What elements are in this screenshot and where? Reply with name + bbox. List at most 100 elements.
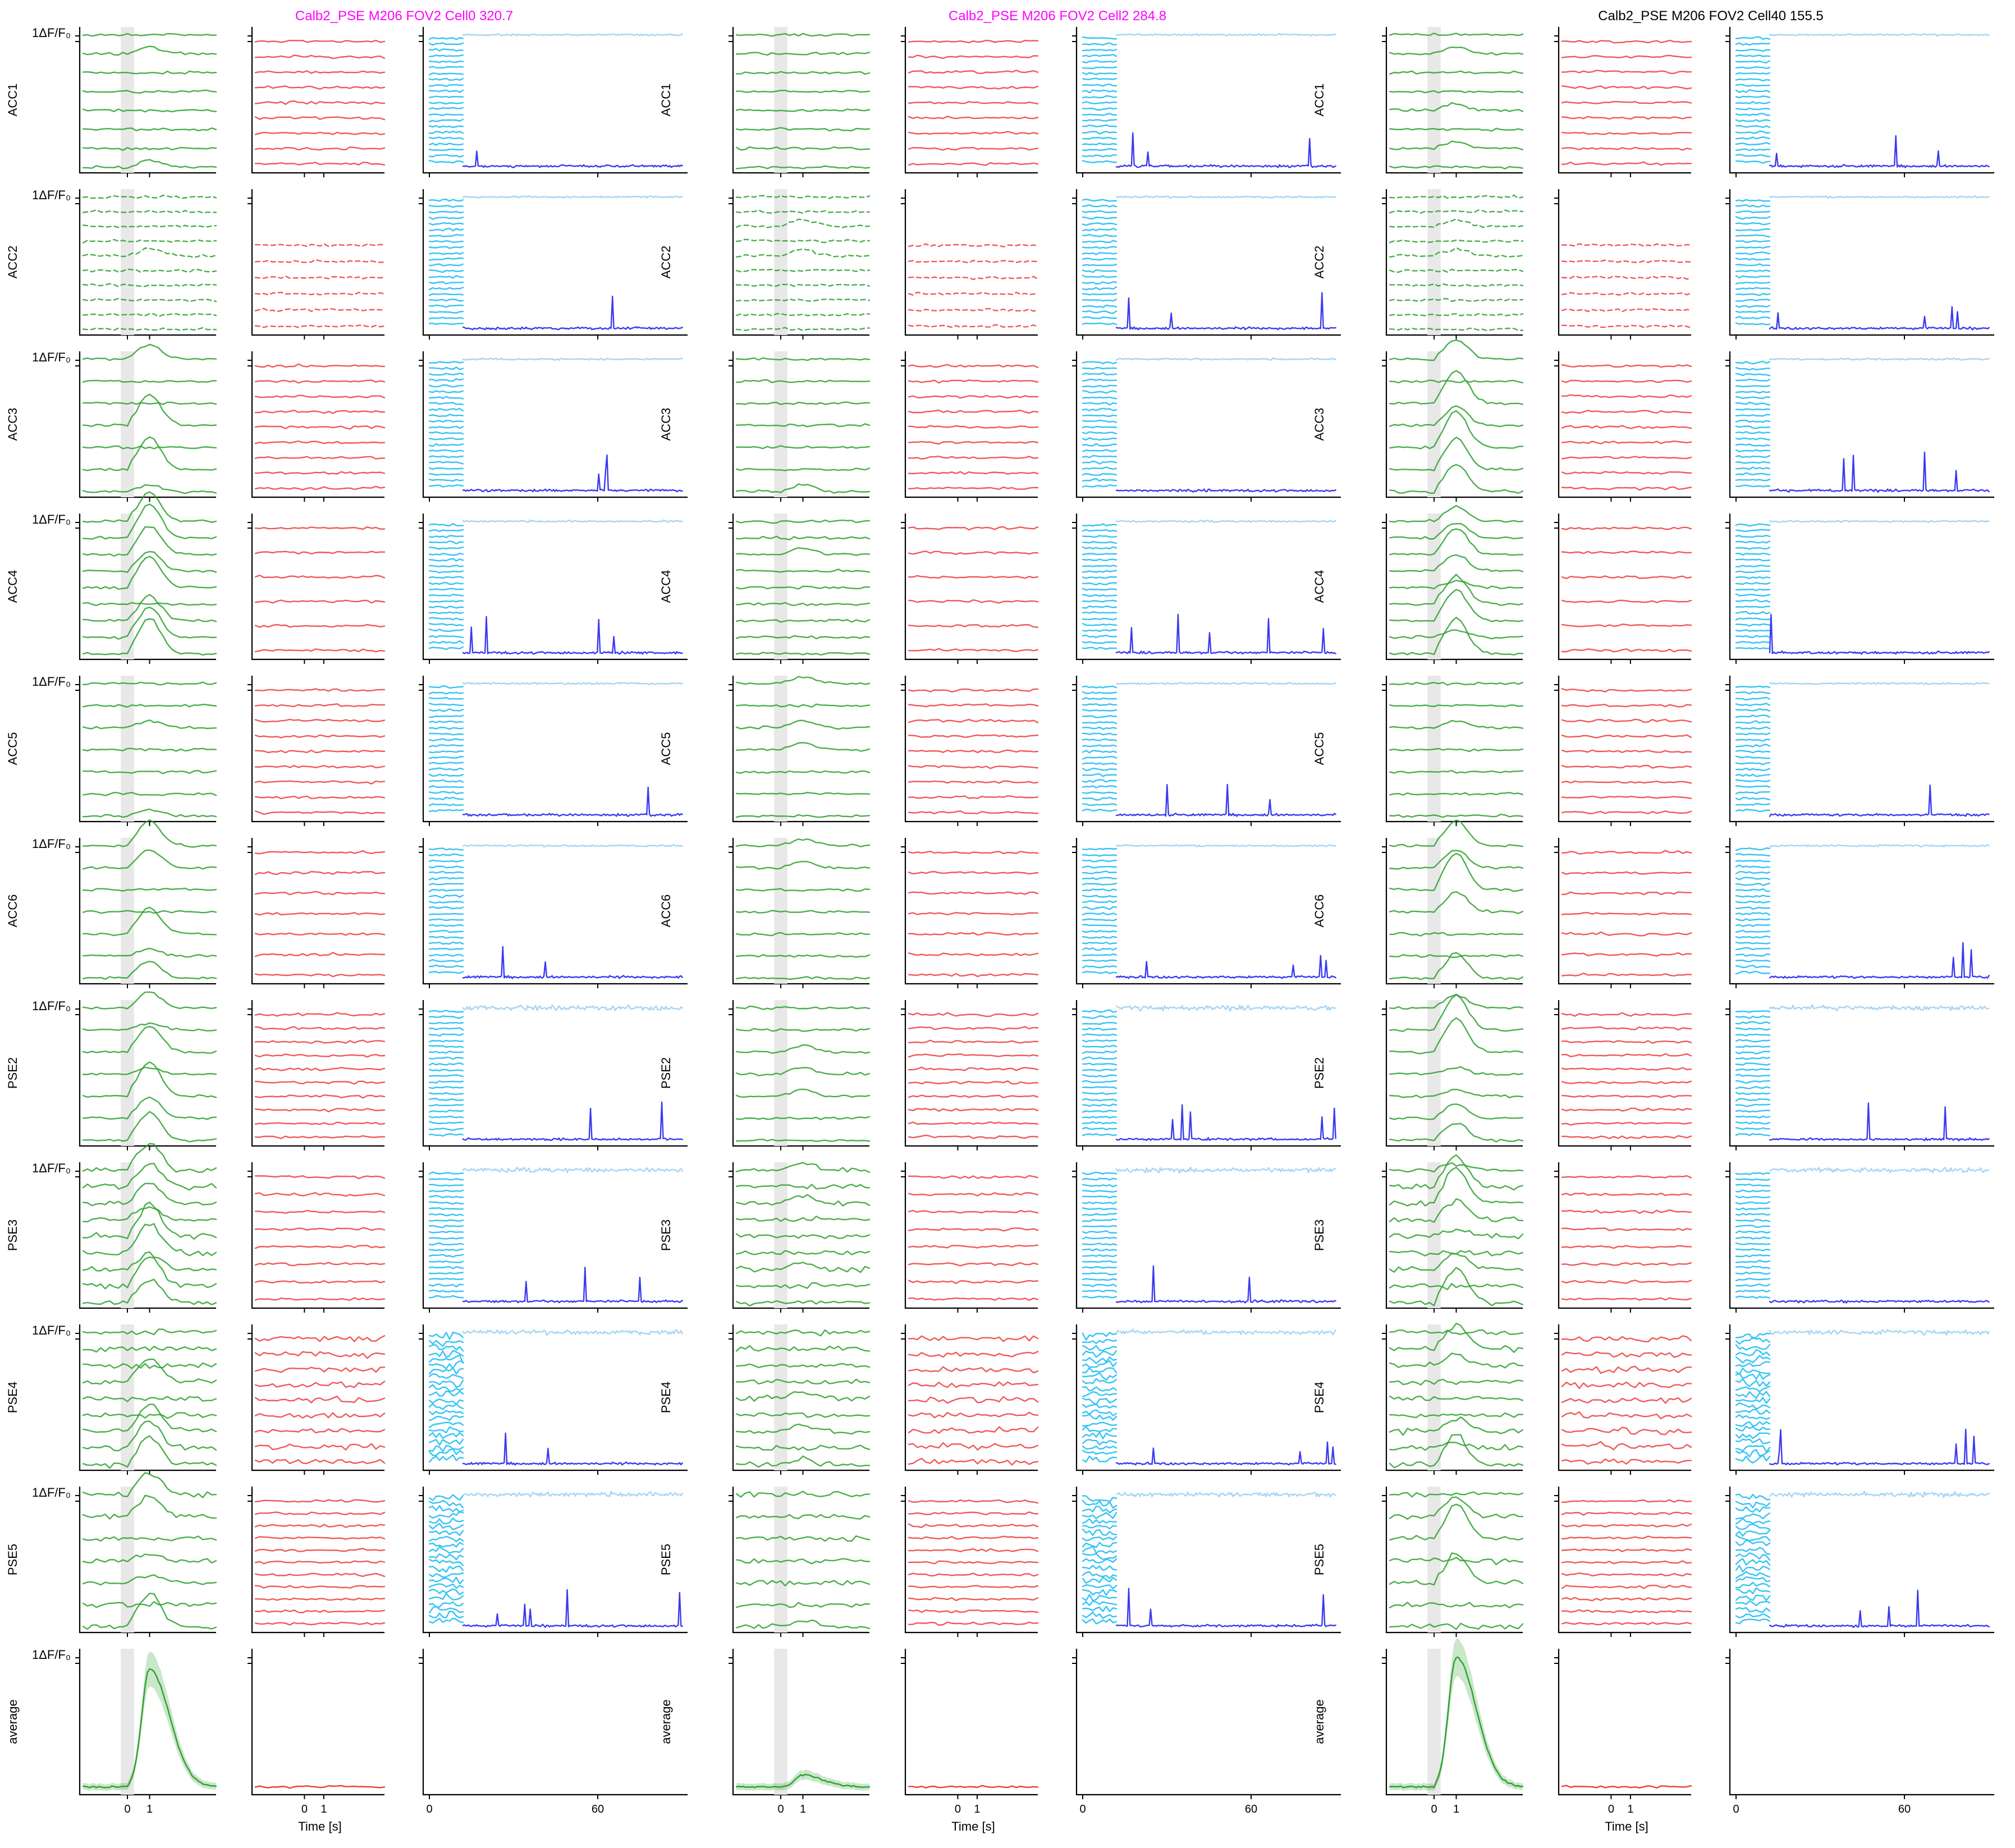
- stim-panel: [1382, 1323, 1524, 1475]
- baseline-trace: [1561, 1458, 1692, 1465]
- x-tick-label: 0: [955, 1803, 961, 1815]
- baseline-trace: [1561, 394, 1692, 398]
- session-trial-trace: [1082, 1207, 1118, 1210]
- baseline-trace: [908, 1227, 1039, 1232]
- stimulus-window: [1427, 351, 1441, 497]
- session-trial-trace: [428, 1109, 464, 1113]
- session-top-trace: [462, 195, 683, 199]
- row-label: PSE4: [1312, 1382, 1326, 1413]
- axis-frame: [1729, 27, 1994, 174]
- stim-trace: [735, 313, 871, 317]
- stim-trace: [1389, 819, 1524, 847]
- x-axis-label: Time [s]: [951, 1819, 995, 1833]
- stim-trace: [82, 1601, 217, 1608]
- session-trial-trace: [428, 906, 464, 910]
- session-trial-trace: [1735, 558, 1771, 562]
- panel-row: ACC5: [659, 676, 1341, 826]
- baseline-trace: [254, 810, 386, 815]
- baseline-trace: [908, 1560, 1039, 1565]
- stim-trace: [82, 1396, 217, 1402]
- stim-trace: [1389, 1557, 1524, 1566]
- session-trial-trace: [428, 304, 464, 308]
- baseline-trace: [908, 1066, 1039, 1071]
- session-trial-trace: [428, 275, 464, 279]
- session-trial-trace: [1735, 484, 1771, 488]
- axis-frame: [904, 838, 1038, 985]
- stim-trace: [82, 1206, 217, 1223]
- axis-frame: [1558, 27, 1691, 174]
- baseline-trace: [254, 1297, 386, 1301]
- stim-trace: [82, 947, 217, 958]
- session-trial-trace: [1735, 895, 1771, 898]
- session-trial-trace: [428, 1517, 464, 1525]
- stim-trace: [1389, 1066, 1524, 1076]
- stim-trace: [1389, 1198, 1524, 1223]
- session-trial-trace: [1735, 1225, 1771, 1228]
- stim-trace: [735, 1391, 871, 1402]
- session-bottom-trace: [462, 1432, 683, 1466]
- session-trial-trace: [428, 594, 464, 597]
- baseline-trace: [908, 749, 1039, 754]
- session-trial-trace: [1082, 1518, 1118, 1524]
- x-tick-label: 60: [1898, 1803, 1911, 1815]
- baseline-panel: [901, 676, 1039, 826]
- baseline-trace: [908, 1192, 1039, 1196]
- session-trial-trace: [1735, 970, 1771, 975]
- session-trial-trace: [428, 1069, 464, 1072]
- session-trial-trace: [1082, 1278, 1118, 1281]
- stim-trace: [82, 719, 217, 730]
- session-trial-trace: [428, 1171, 464, 1175]
- session-trial-trace: [1082, 768, 1118, 772]
- session-trial-trace: [1735, 773, 1771, 777]
- stim-trace: [735, 1423, 871, 1435]
- row-label: ACC5: [6, 732, 20, 765]
- session-trial-trace: [428, 529, 464, 533]
- stim-trace: [1389, 1103, 1524, 1120]
- row-label: average: [659, 1699, 673, 1744]
- baseline-trace: [1561, 551, 1692, 554]
- session-trial-trace: [1735, 1397, 1771, 1404]
- session-trial-trace: [1082, 1528, 1118, 1536]
- baseline-panel: [248, 676, 386, 826]
- baseline-trace: [908, 624, 1039, 628]
- session-panel: [1725, 351, 1994, 502]
- baseline-trace: [1561, 456, 1692, 460]
- stim-panel: [1382, 819, 1524, 988]
- panel-row: ACC6: [659, 838, 1341, 988]
- stim-trace: [82, 960, 217, 980]
- axis-frame: [1558, 1324, 1691, 1471]
- session-trial-trace: [1082, 762, 1118, 765]
- session-trial-trace: [428, 870, 464, 874]
- stim-trace: [1389, 194, 1524, 199]
- session-top-trace: [1769, 33, 1990, 37]
- session-trial-trace: [428, 1558, 464, 1566]
- baseline-trace: [1561, 161, 1692, 166]
- session-trial-trace: [428, 425, 464, 429]
- stim-trace: [735, 1345, 871, 1352]
- stim-trace: [1389, 589, 1524, 622]
- stim-trace: [1389, 1412, 1524, 1419]
- session-trial-trace: [428, 1027, 464, 1031]
- session-trial-trace: [1082, 54, 1118, 57]
- baseline-trace: [908, 276, 1039, 280]
- stimulus-window: [774, 351, 787, 497]
- baseline-trace: [1561, 1397, 1692, 1404]
- row-label: PSE4: [6, 1382, 20, 1413]
- baseline-trace: [254, 1108, 386, 1113]
- session-trial-trace: [1082, 941, 1118, 945]
- baseline-trace: [1561, 850, 1692, 855]
- session-trial-trace: [1735, 755, 1771, 759]
- stim-trace: [735, 1445, 871, 1451]
- session-trial-trace: [428, 1367, 464, 1375]
- session-trial-trace: [428, 366, 464, 370]
- session-trial-trace: [1735, 222, 1771, 226]
- session-trial-trace: [428, 853, 464, 856]
- session-trial-trace: [1082, 750, 1118, 754]
- baseline-panel: [1554, 838, 1692, 988]
- session-trial-trace: [1082, 1525, 1118, 1530]
- baseline-trace: [1561, 1511, 1692, 1516]
- scale-label: 1ΔF/F₀: [32, 1648, 71, 1662]
- session-trial-trace: [1082, 1332, 1118, 1341]
- session-top-trace: [462, 844, 683, 848]
